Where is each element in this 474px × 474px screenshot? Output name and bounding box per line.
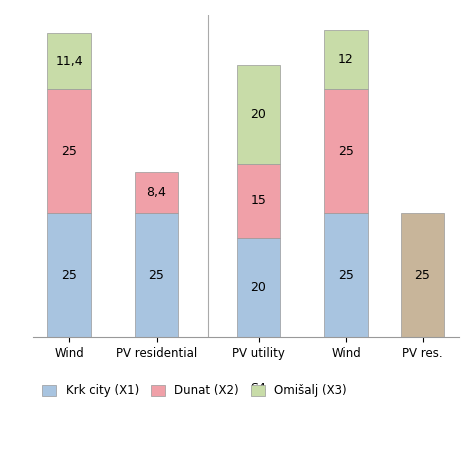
Text: 25: 25 — [61, 269, 77, 282]
Text: S4: S4 — [251, 382, 266, 395]
Text: 15: 15 — [251, 194, 266, 208]
Bar — [135, 172, 178, 213]
Bar — [401, 213, 445, 337]
Bar — [324, 213, 368, 337]
Text: 25: 25 — [61, 145, 77, 158]
Text: 12: 12 — [338, 53, 354, 66]
Bar — [47, 33, 91, 90]
Text: 25: 25 — [338, 269, 354, 282]
Bar — [237, 64, 281, 164]
Bar — [237, 238, 281, 337]
Text: 20: 20 — [251, 281, 266, 294]
Text: 25: 25 — [415, 269, 430, 282]
Text: 25: 25 — [338, 145, 354, 158]
Text: 8,4: 8,4 — [146, 186, 166, 199]
Bar — [237, 164, 281, 238]
Text: 25: 25 — [148, 269, 164, 282]
Bar — [135, 213, 178, 337]
Bar — [47, 213, 91, 337]
Text: 20: 20 — [251, 108, 266, 121]
Bar — [47, 90, 91, 213]
Legend: Krk city (X1), Dunat (X2), Omišalj (X3): Krk city (X1), Dunat (X2), Omišalj (X3) — [37, 380, 352, 402]
Bar — [324, 90, 368, 213]
Text: 11,4: 11,4 — [55, 55, 83, 68]
Bar — [324, 30, 368, 90]
